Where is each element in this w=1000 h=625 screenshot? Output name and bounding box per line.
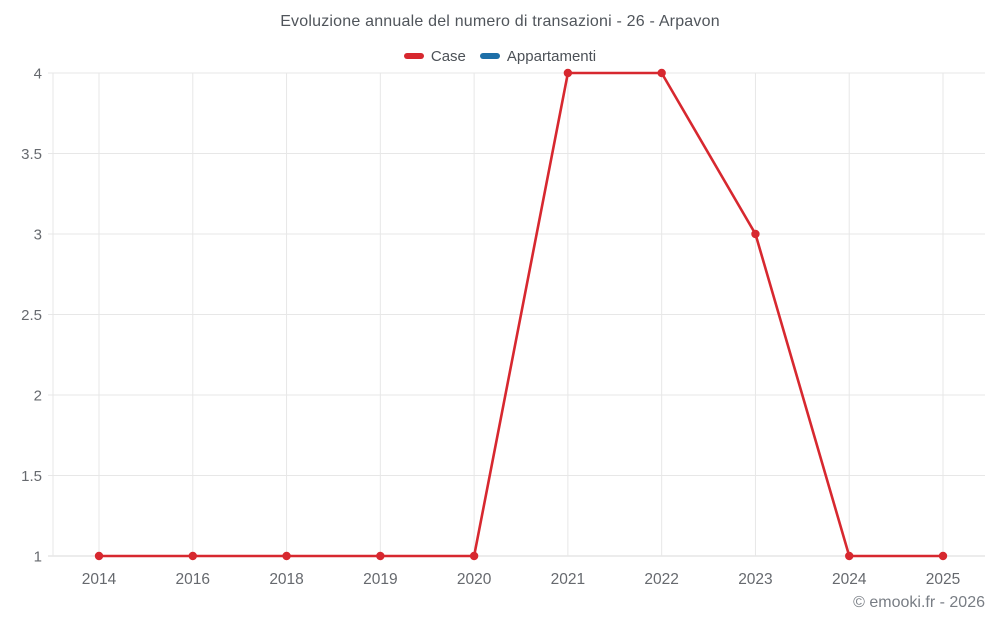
y-axis-tick-label: 2.5 bbox=[21, 307, 42, 324]
data-point-case-2020[interactable] bbox=[469, 551, 479, 561]
legend-item-appartamenti[interactable]: Appartamenti bbox=[479, 47, 597, 65]
watermark: © emooki.fr - 2026 bbox=[853, 594, 985, 611]
data-point-case-2022[interactable] bbox=[657, 68, 666, 78]
y-axis-tick-label: 1.5 bbox=[21, 468, 42, 485]
data-point-case-2018[interactable] bbox=[282, 551, 291, 561]
data-point-case-2023[interactable] bbox=[751, 229, 760, 239]
x-axis-tick-label: 2020 bbox=[457, 571, 492, 588]
x-axis-tick-label: 2022 bbox=[644, 571, 678, 588]
legend-item-case[interactable]: Case bbox=[403, 47, 466, 65]
legend-label: Case bbox=[430, 47, 466, 65]
x-axis-tick-label: 2018 bbox=[269, 571, 303, 588]
data-point-case-2014[interactable] bbox=[94, 551, 104, 561]
legend-swatch-icon bbox=[479, 53, 500, 59]
chart-title: Evoluzione annuale del numero di transaz… bbox=[280, 13, 720, 30]
y-axis-tick-label: 3.5 bbox=[21, 146, 42, 163]
series-line-case bbox=[99, 71, 943, 558]
x-axis-tick-label: 2014 bbox=[82, 571, 117, 588]
data-point-case-2021[interactable] bbox=[563, 68, 573, 78]
x-axis-tick-label: 2023 bbox=[738, 571, 772, 588]
legend-swatch-icon bbox=[403, 53, 424, 59]
x-axis-tick-label: 2019 bbox=[363, 571, 397, 588]
data-point-case-2019[interactable] bbox=[376, 551, 385, 561]
y-axis-tick-label: 1 bbox=[34, 549, 42, 566]
y-axis-tick-label: 2 bbox=[34, 388, 42, 405]
legend-label: Appartamenti bbox=[506, 47, 597, 65]
data-point-case-2024[interactable] bbox=[845, 551, 854, 561]
x-axis-tick-label: 2024 bbox=[832, 571, 867, 588]
chart-legend: Case Appartamenti bbox=[0, 46, 1000, 66]
x-axis-tick-label: 2016 bbox=[176, 571, 210, 588]
x-axis-tick-label: 2021 bbox=[551, 571, 585, 588]
data-point-case-2025[interactable] bbox=[938, 551, 948, 561]
y-axis-tick-label: 4 bbox=[34, 66, 42, 83]
data-point-case-2016[interactable] bbox=[188, 551, 197, 561]
y-axis-tick-label: 3 bbox=[34, 227, 42, 244]
x-axis-tick-label: 2025 bbox=[926, 571, 960, 588]
